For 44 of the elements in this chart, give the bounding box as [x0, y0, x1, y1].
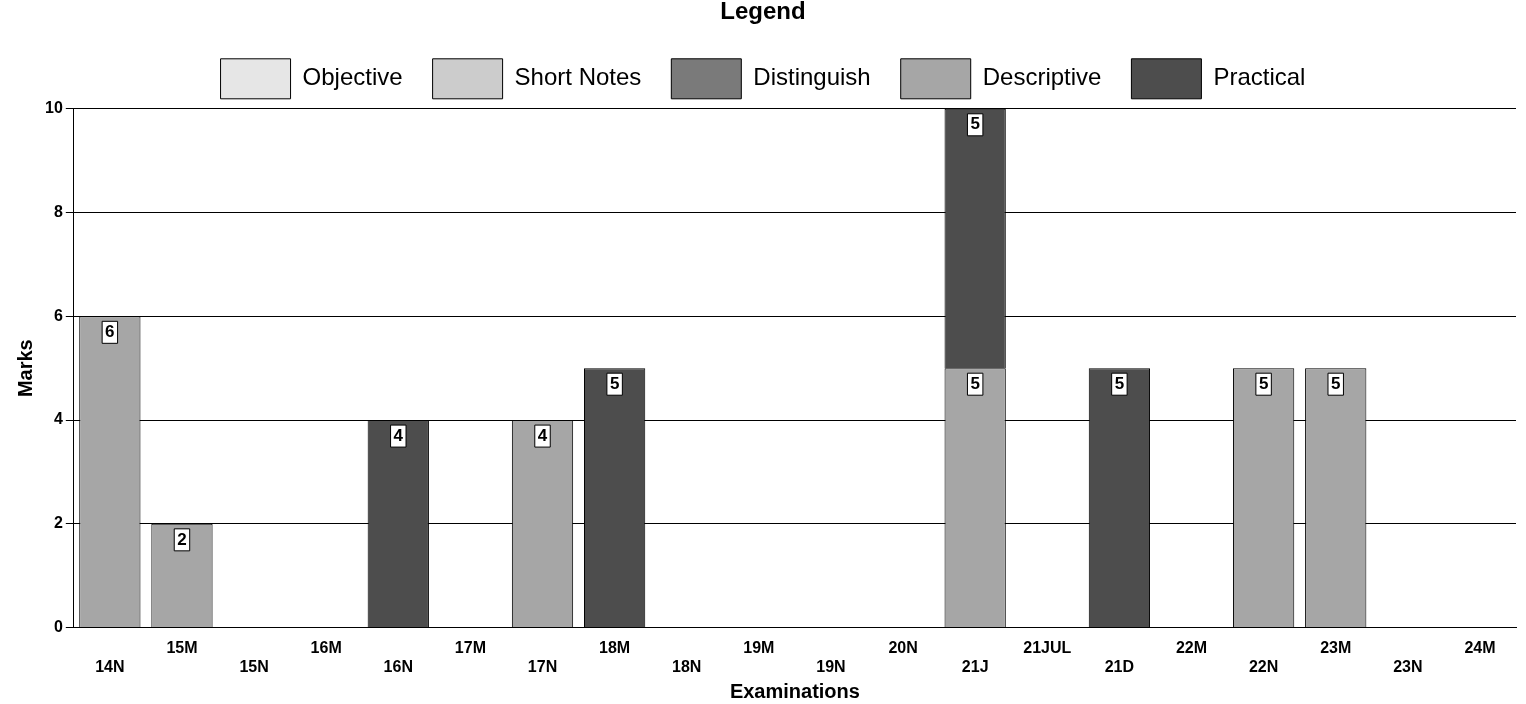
x-tick-label: 20N	[888, 638, 918, 656]
data-label: 6	[105, 322, 115, 342]
y-tick-label: 6	[53, 306, 63, 324]
x-tick-label: 15N	[239, 657, 269, 675]
x-tick-label: 21J	[961, 657, 989, 675]
x-tick-label: 18N	[672, 657, 702, 675]
x-tick-label: 14N	[95, 657, 125, 675]
x-tick-label: 24M	[1464, 638, 1496, 656]
x-tick-label: 22N	[1248, 657, 1279, 675]
legend-label: Short Notes	[514, 63, 642, 91]
data-label: 5	[1330, 373, 1341, 393]
legend-label: Distinguish	[753, 63, 871, 91]
legend-label: Practical	[1213, 63, 1306, 91]
x-tick-label: 19M	[743, 638, 775, 656]
legend-label: Descriptive	[982, 63, 1102, 91]
data-label: 5	[970, 114, 980, 134]
data-label: 5	[609, 373, 620, 393]
x-tick-label: 15M	[166, 638, 198, 656]
legend-title: Legend	[720, 0, 806, 24]
x-tick-label: 16M	[310, 638, 342, 656]
x-tick-label: 18M	[599, 638, 631, 656]
x-tick-label: 19N	[816, 657, 846, 675]
data-label: 5	[1258, 373, 1269, 393]
y-tick-label: 8	[53, 202, 63, 220]
legend-label: Objective	[302, 63, 403, 91]
x-tick-label: 16N	[383, 657, 413, 675]
x-tick-label: 17M	[454, 638, 486, 656]
data-label: 2	[177, 529, 187, 549]
data-label: 5	[1114, 373, 1125, 393]
data-label: 4	[393, 425, 404, 445]
y-tick-label: 0	[53, 618, 63, 636]
x-tick-label: 21D	[1104, 657, 1135, 675]
x-tick-label: 23M	[1320, 638, 1352, 656]
x-tick-label: 22M	[1175, 638, 1208, 656]
x-tick-label: 17N	[527, 657, 558, 675]
x-axis-title: Examinations	[729, 679, 860, 702]
x-tick-label: 23N	[1393, 657, 1423, 675]
y-tick-label: 4	[53, 410, 63, 428]
data-label: 4	[537, 425, 548, 445]
data-label: 5	[970, 373, 980, 393]
y-axis-title: Marks	[13, 339, 36, 398]
x-tick-label: 21JUL	[1023, 638, 1072, 656]
y-tick-label: 10	[45, 99, 63, 117]
y-tick-label: 2	[53, 514, 63, 532]
